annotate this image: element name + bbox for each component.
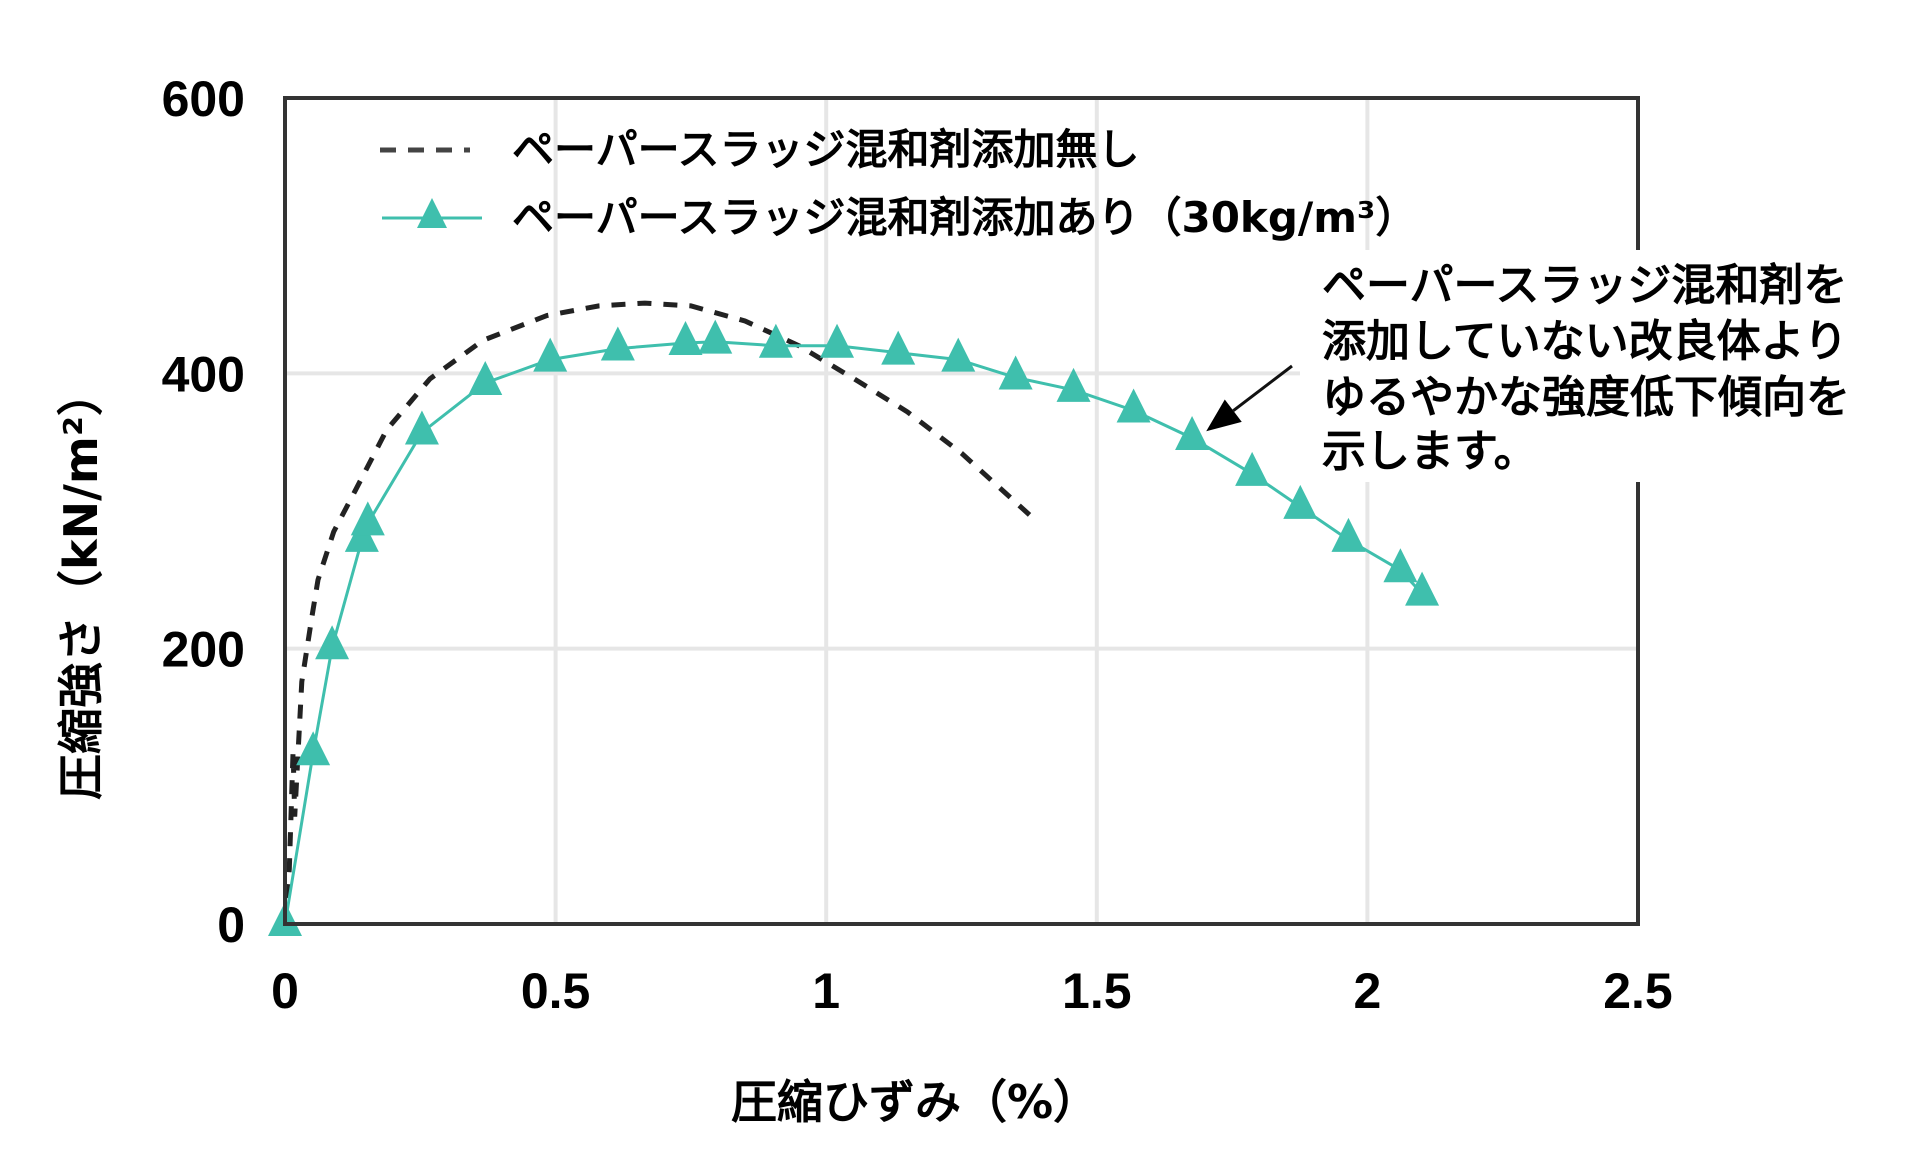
data-point-triangle bbox=[404, 410, 439, 445]
data-point-triangle bbox=[668, 321, 703, 356]
series-2 bbox=[268, 319, 1440, 936]
legend-label-no-additive: ペーパースラッジ混和剤添加無し bbox=[512, 125, 1139, 174]
data-point-triangle bbox=[1056, 367, 1091, 402]
data-point-triangle bbox=[881, 330, 916, 365]
legend-item-no-additive: ペーパースラッジ混和剤添加無し bbox=[380, 125, 1139, 174]
series-1 bbox=[282, 300, 1033, 925]
annotation-line-3: ゆるやかな強度低下傾向を bbox=[1322, 372, 1850, 423]
annotation-line-4: 示します。 bbox=[1322, 426, 1538, 477]
data-point-triangle bbox=[758, 323, 793, 358]
x-tick-label: 1 bbox=[812, 963, 840, 1019]
y-tick-label: 200 bbox=[162, 622, 245, 678]
data-point-triangle bbox=[941, 337, 976, 372]
annotation-line-2: 添加していない改良体より bbox=[1322, 316, 1848, 367]
data-point-triangle bbox=[1283, 484, 1318, 519]
x-tick-label: 0.5 bbox=[521, 963, 591, 1019]
y-axis-title: 圧縮強さ（kN/m²） bbox=[54, 370, 108, 800]
x-tick-label: 2 bbox=[1353, 963, 1381, 1019]
annotation-background bbox=[1300, 250, 1920, 482]
y-tick-label: 400 bbox=[162, 346, 245, 402]
data-point-triangle bbox=[1383, 548, 1418, 583]
annotation-arrow-head bbox=[1206, 399, 1242, 432]
data-point-triangle bbox=[1331, 517, 1366, 552]
legend-triangle-marker bbox=[417, 198, 447, 228]
annotation: ペーパースラッジ混和剤を 添加していない改良体より ゆるやかな強度低下傾向を 示… bbox=[1206, 250, 1920, 482]
data-point-triangle bbox=[600, 326, 635, 361]
data-point-triangle bbox=[315, 625, 350, 660]
plot-frame bbox=[283, 96, 1640, 926]
data-point-triangle bbox=[1175, 416, 1210, 451]
data-point-triangle bbox=[296, 731, 331, 766]
data-point-triangle bbox=[1405, 571, 1440, 606]
data-point-triangle bbox=[1235, 451, 1270, 486]
x-tick-label: 2.5 bbox=[1603, 963, 1673, 1019]
y-tick-label: 0 bbox=[217, 897, 245, 953]
x-tick-label: 1.5 bbox=[1062, 963, 1132, 1019]
data-point-triangle bbox=[698, 319, 733, 354]
annotation-arrow-line bbox=[1232, 364, 1293, 412]
x-axis-title: 圧縮ひずみ（%） bbox=[731, 1075, 1099, 1129]
data-point-triangle bbox=[820, 323, 855, 358]
series-line-dashed bbox=[282, 300, 1033, 925]
data-point-triangle bbox=[998, 355, 1033, 390]
data-point-triangle bbox=[350, 501, 385, 536]
legend: ペーパースラッジ混和剤添加無し ペーパースラッジ混和剤添加あり（30kg/m³） bbox=[380, 125, 1417, 242]
ticks: 0 0.5 1 1.5 2 2.5 0 200 400 600 bbox=[162, 71, 1673, 1019]
data-point-triangle bbox=[1116, 388, 1151, 423]
data-point-triangle bbox=[533, 337, 568, 372]
annotation-line-1: ペーパースラッジ混和剤を bbox=[1322, 260, 1847, 311]
series-layer bbox=[268, 300, 1440, 936]
legend-item-with-additive: ペーパースラッジ混和剤添加あり（30kg/m³） bbox=[382, 193, 1417, 242]
x-tick-label: 0 bbox=[271, 963, 299, 1019]
legend-label-with-additive: ペーパースラッジ混和剤添加あり（30kg/m³） bbox=[512, 193, 1417, 242]
series-line-solid bbox=[283, 340, 1424, 925]
y-tick-label: 600 bbox=[162, 71, 245, 127]
data-point-triangle bbox=[468, 360, 503, 395]
